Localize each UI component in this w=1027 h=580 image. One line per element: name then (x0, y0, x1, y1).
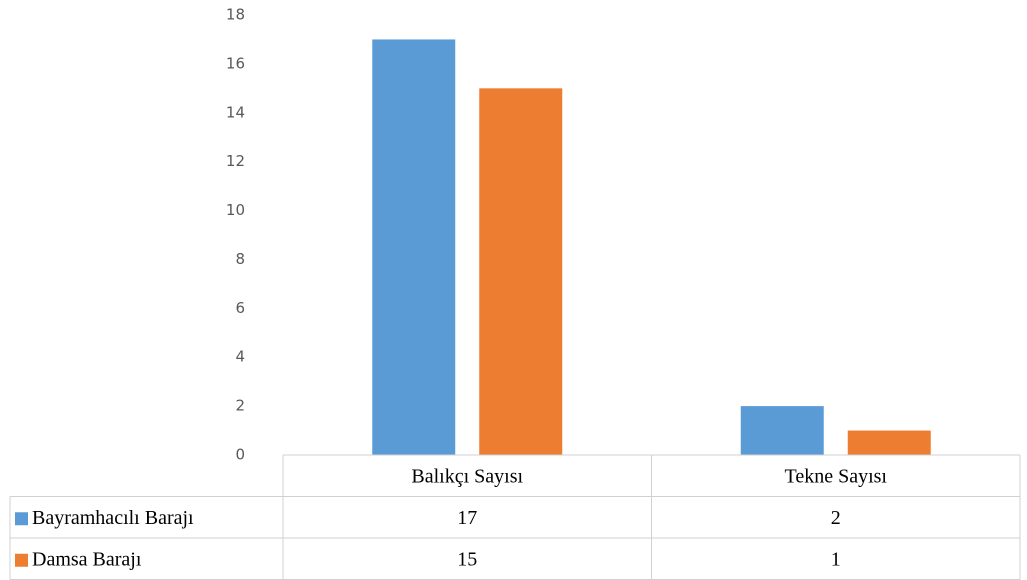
x-tick-label: Balıkçı Sayısı (411, 465, 523, 487)
y-tick-label: 2 (235, 397, 245, 415)
y-tick-label: 14 (226, 103, 245, 121)
y-tick-label: 10 (226, 201, 245, 219)
y-tick-label: 6 (235, 299, 245, 317)
bar (372, 39, 456, 455)
legend-label: Damsa Barajı (32, 548, 142, 570)
bar (847, 430, 931, 455)
legend-label: Bayramhacılı Barajı (32, 507, 194, 529)
y-tick-label: 12 (226, 152, 245, 170)
table-value: 2 (831, 507, 841, 529)
y-tick-label: 18 (226, 6, 245, 24)
table-value: 1 (831, 548, 841, 570)
table-value: 15 (457, 548, 477, 570)
bar (740, 406, 824, 455)
y-tick-label: 8 (235, 250, 245, 268)
legend-key (15, 512, 28, 526)
table-value: 17 (457, 507, 477, 529)
legend-key (15, 553, 28, 567)
y-tick-label: 0 (235, 446, 245, 464)
x-tick-label: Tekne Sayısı (785, 465, 888, 487)
y-tick-label: 16 (226, 54, 245, 72)
bar (479, 88, 563, 455)
y-tick-label: 4 (235, 348, 245, 366)
